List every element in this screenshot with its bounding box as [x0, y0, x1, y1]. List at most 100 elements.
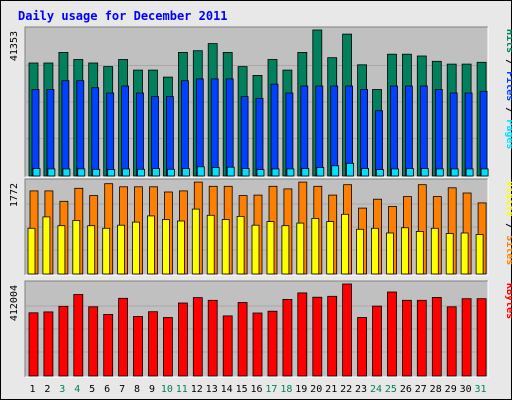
kbytes-bar — [461, 298, 472, 377]
x-axis-day-label: 15 — [236, 384, 248, 395]
x-axis-day-label: 11 — [176, 384, 188, 395]
chart-panels: 41353 Hits / Files / Pages 1772 Visits / Si… — [9, 26, 512, 378]
x-axis-day-label: 10 — [161, 384, 173, 395]
files-bar — [300, 85, 309, 177]
visits-bar — [161, 219, 170, 275]
kbytes-bar — [133, 315, 143, 377]
files-bar — [375, 110, 383, 177]
visits-bar — [27, 227, 36, 275]
x-axis-day-label: 23 — [355, 384, 367, 395]
pages-bar — [62, 168, 71, 177]
kbytes-bar — [401, 299, 412, 377]
y-axis-max-label: 412004 — [9, 285, 20, 321]
x-axis-day-label: 22 — [340, 384, 352, 395]
files-bar — [106, 92, 115, 177]
pages-bar — [107, 169, 116, 177]
kbytes-bar — [267, 310, 278, 377]
pages-bar — [376, 169, 384, 177]
legend-pages: Pages — [504, 119, 512, 149]
files-bar — [46, 89, 55, 177]
x-axis-day-label: 27 — [415, 384, 427, 395]
visits-bar — [430, 227, 439, 275]
visits-bar — [57, 225, 66, 275]
visits-bar — [356, 228, 365, 275]
kbytes-bar — [252, 312, 263, 377]
x-axis-day-label: 20 — [310, 384, 322, 395]
files-bar — [31, 89, 40, 177]
pages-bar — [465, 168, 474, 177]
x-axis-day-label: 16 — [250, 384, 262, 395]
visits-bar — [191, 208, 200, 275]
x-axis-day-label: 13 — [206, 384, 218, 395]
kbytes-bar — [387, 291, 397, 377]
pages-bar — [301, 168, 310, 177]
x-axis-day-labels: 1 2 3 4 5 6 7 8 9 10 11 12 13 14 15 16 17 18 19 20 21 22 23 24 2… — [29, 384, 486, 395]
kbytes-bar — [446, 306, 457, 377]
kbytes-bar — [192, 297, 203, 377]
pages-bar — [152, 168, 160, 177]
visits-bar — [221, 219, 230, 275]
visits-bar — [117, 224, 125, 275]
pages-bar — [331, 165, 340, 177]
kbytes-bar — [222, 315, 233, 377]
x-axis-day-label: 14 — [221, 384, 233, 395]
kbytes-bar — [327, 295, 338, 377]
visits-bar — [206, 214, 215, 275]
kbytes-bar — [118, 297, 128, 377]
panel-visits-sites: 1772 Visits / Sites — [9, 178, 512, 276]
pages-bar — [346, 162, 355, 177]
panel-shadow-edge — [24, 26, 488, 177]
files-bar — [151, 96, 159, 177]
x-axis-day-label: 7 — [119, 384, 125, 395]
pages-bar — [47, 168, 56, 177]
x-axis-day-label: 4 — [74, 384, 80, 395]
files-bar — [165, 96, 174, 177]
x-axis-day-label: 28 — [430, 384, 442, 395]
files-bar — [419, 85, 428, 177]
files-bar — [360, 89, 369, 177]
visits-bar — [460, 232, 469, 275]
kbytes-bar — [162, 317, 173, 377]
y-axis-max-label: 1772 — [9, 183, 20, 207]
x-axis-day-label: 30 — [460, 384, 472, 395]
files-bar — [225, 78, 234, 177]
legend-separator: / — [504, 101, 512, 119]
visits-bar — [415, 230, 424, 275]
pages-bar — [32, 168, 41, 177]
files-bar — [76, 80, 85, 177]
legend-sites: Sites — [504, 235, 512, 265]
kbytes-bar — [73, 294, 84, 377]
pages-bar — [286, 168, 295, 177]
files-bar — [404, 85, 413, 177]
pages-bar — [361, 168, 370, 177]
y-axis-series-label: KBytes — [504, 283, 512, 319]
kbytes-bar — [88, 306, 99, 377]
panel-highlight-edge — [25, 179, 489, 276]
panel-kbytes: 412004 KBytes — [9, 280, 512, 378]
files-bar — [345, 85, 354, 177]
kbytes-bar — [207, 299, 218, 377]
visits-bar — [371, 227, 379, 275]
legend-visits: Visits — [504, 181, 512, 217]
x-axis-day-label: 8 — [134, 384, 140, 395]
x-axis-day-label: 5 — [89, 384, 95, 395]
visits-bar — [445, 233, 454, 275]
x-axis-day-label: 3 — [59, 384, 65, 395]
files-bar — [464, 92, 473, 177]
x-axis-day-label: 12 — [191, 384, 203, 395]
panel-highlight-edge — [25, 281, 489, 378]
files-bar — [91, 87, 100, 177]
visits-bar — [72, 220, 81, 275]
pages-bar — [181, 168, 190, 177]
legend-separator: / — [504, 217, 512, 235]
pages-bar — [480, 168, 489, 177]
visits-bar — [251, 224, 260, 275]
x-axis-day-label: 2 — [44, 384, 50, 395]
kbytes-bar — [476, 298, 487, 377]
files-bar — [195, 78, 204, 177]
x-axis-day-label: 1 — [29, 384, 35, 395]
kbytes-bar — [297, 292, 308, 377]
kbytes-bar — [177, 302, 188, 377]
kbytes-bar — [431, 296, 442, 377]
